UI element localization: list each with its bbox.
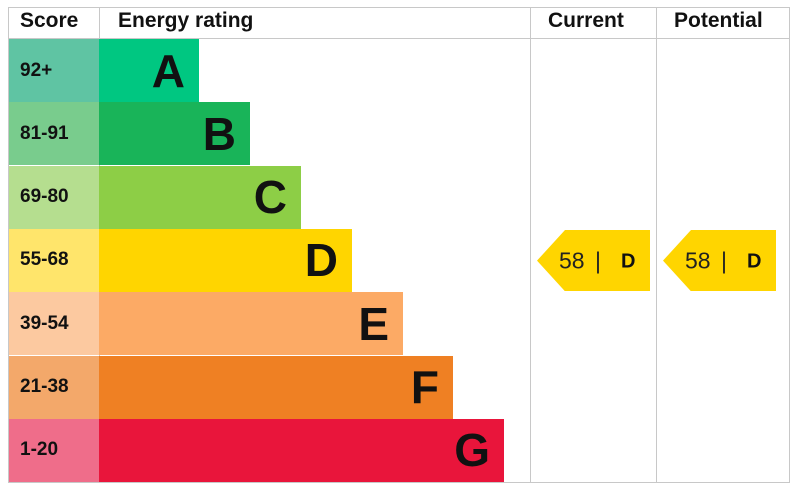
rating-bar-e: E — [99, 292, 403, 356]
potential-arrow-shape — [663, 229, 776, 292]
potential-letter: D — [747, 251, 761, 273]
rating-bar-b: B — [99, 102, 250, 166]
header-current: Current — [548, 9, 624, 32]
score-cell-d: 55-68 — [9, 228, 99, 292]
current-rating-arrow: 58 | D — [537, 229, 650, 292]
rating-bar-a: A — [99, 39, 199, 102]
divider — [530, 7, 531, 483]
rating-bar-f: F — [99, 355, 453, 419]
rating-bar-g: G — [99, 418, 504, 482]
divider — [656, 7, 657, 483]
epc-chart-frame — [8, 7, 790, 483]
potential-separator: | — [721, 248, 727, 274]
potential-rating-arrow: 58 | D — [663, 229, 776, 292]
rating-bar-c: C — [99, 165, 301, 229]
header-potential: Potential — [674, 9, 763, 32]
header-energy-rating: Energy rating — [118, 9, 254, 32]
score-cell-f: 21-38 — [9, 355, 99, 419]
rating-bar-d: D — [99, 228, 352, 292]
score-cell-c: 69-80 — [9, 165, 99, 229]
current-letter: D — [621, 251, 635, 273]
score-cell-e: 39-54 — [9, 292, 99, 356]
header-divider — [8, 38, 790, 39]
score-cell-a: 92+ — [9, 39, 99, 102]
score-cell-b: 81-91 — [9, 102, 99, 166]
header-score: Score — [20, 9, 79, 32]
potential-score-value: 58 — [685, 248, 711, 274]
current-score-value: 58 — [559, 248, 585, 274]
current-separator: | — [595, 248, 601, 274]
current-arrow-shape — [537, 229, 650, 292]
score-cell-g: 1-20 — [9, 418, 99, 482]
